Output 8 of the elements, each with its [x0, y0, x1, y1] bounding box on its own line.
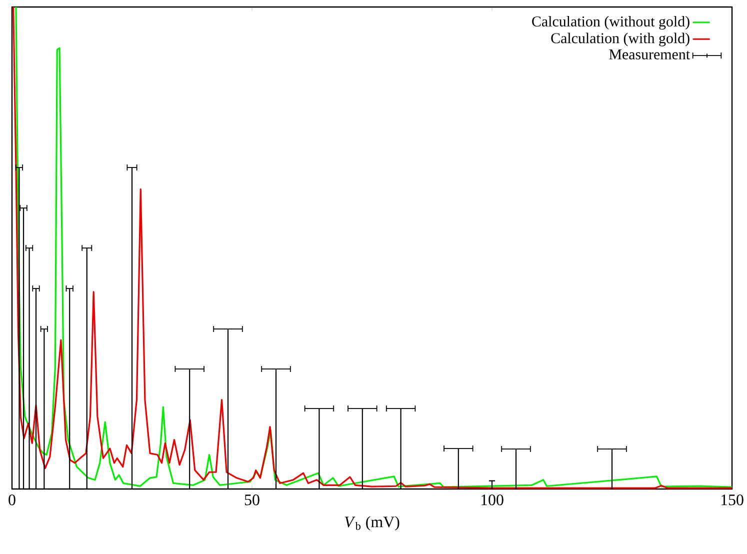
x-tick-label: 150: [721, 494, 744, 506]
x-axis-title: V$_{b}$ (mV): [344, 516, 400, 531]
x-tick-label: 0: [8, 494, 16, 506]
x-tick-label: 100: [481, 494, 504, 506]
x-tick-label: 50: [244, 494, 260, 506]
legend-label: Calculation (with gold): [551, 32, 690, 46]
legend-label: Calculation (without gold): [532, 16, 690, 30]
legend-label: Measurement: [609, 49, 690, 60]
